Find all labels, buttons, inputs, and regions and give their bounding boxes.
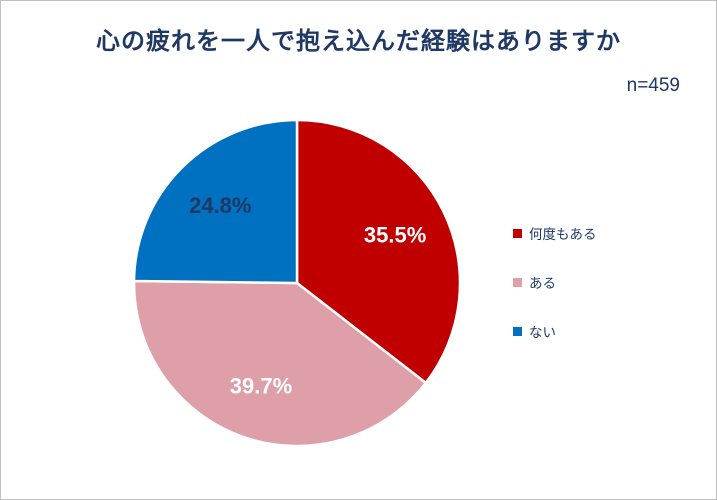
legend-swatch-blue xyxy=(513,326,522,336)
legend-item: ある xyxy=(513,272,597,292)
pie-slice-label-0: 35.5% xyxy=(364,223,426,248)
legend-item: 何度もある xyxy=(513,223,597,243)
pie-slice-0 xyxy=(295,118,462,385)
pie-slice-2 xyxy=(132,118,299,285)
legend-swatch-pink xyxy=(513,277,522,287)
pie-slice-label-1: 39.7% xyxy=(230,374,292,399)
pie-slice-label-2: 24.8% xyxy=(189,193,251,218)
pie-slice-1 xyxy=(132,279,428,448)
legend-swatch-red xyxy=(513,228,522,238)
legend-label: ない xyxy=(529,325,556,340)
legend: 何度もある ある ない xyxy=(513,223,597,341)
legend-label: ある xyxy=(529,276,556,291)
chart-title: 心の疲れを一人で抱え込んだ経験はありますか xyxy=(96,28,621,55)
legend-label: 何度もある xyxy=(529,227,597,242)
sample-size-label: n=459 xyxy=(626,75,680,96)
legend-item: ない xyxy=(513,321,597,341)
pie-chart: 35.5% 39.7% 24.8% xyxy=(132,118,462,448)
